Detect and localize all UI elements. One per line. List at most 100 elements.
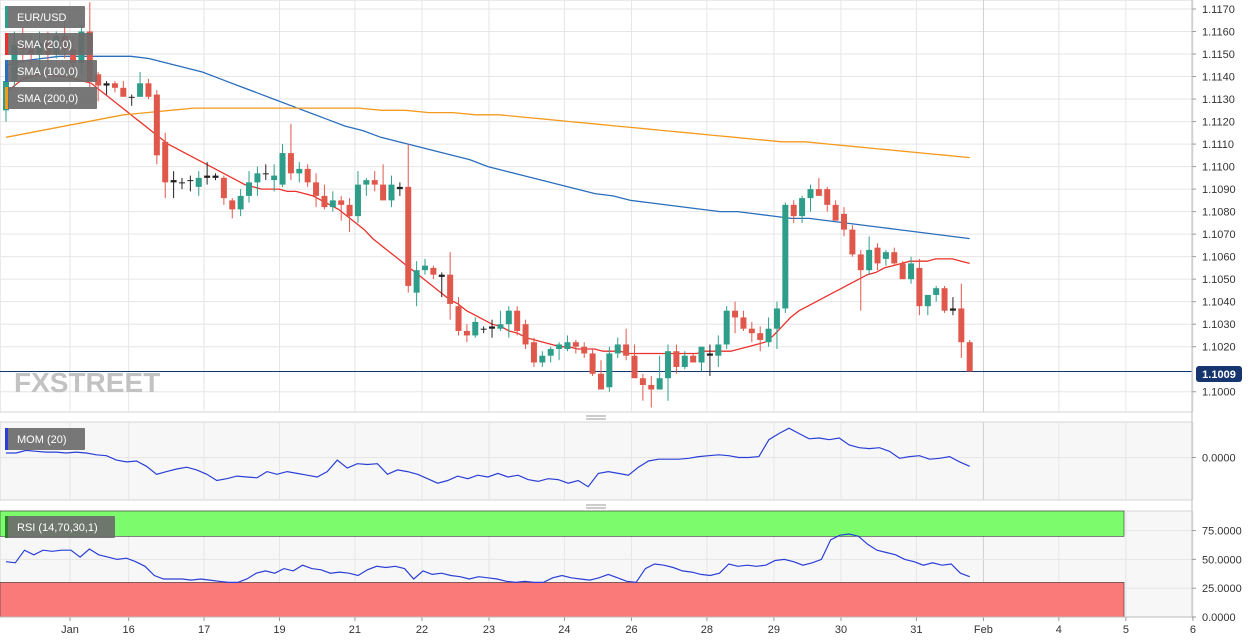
candle-body <box>380 184 387 201</box>
legend-rsi[interactable]: RSI (14,70,30,1) <box>5 516 115 538</box>
sma-line-200 <box>5 107 970 159</box>
rsi-y-tick-label: 50.0000 <box>1202 554 1242 566</box>
candle-body <box>757 333 764 340</box>
candle <box>313 173 320 208</box>
candle-body <box>321 195 328 208</box>
candle-body <box>363 180 370 185</box>
candle <box>103 81 110 95</box>
legend-mom[interactable]: MOM (20) <box>5 428 85 450</box>
pane-dividers[interactable] <box>586 415 606 509</box>
candle <box>882 249 889 266</box>
candle <box>371 171 378 192</box>
candle <box>614 337 621 358</box>
candle-body <box>908 263 915 280</box>
candle <box>220 175 227 205</box>
x-tick-label: 6 <box>1190 624 1196 636</box>
candle-body <box>463 330 470 336</box>
candle-body <box>572 342 579 347</box>
candle-body <box>681 355 688 367</box>
candle-body <box>841 213 847 230</box>
candle <box>111 81 118 93</box>
candle <box>949 297 956 316</box>
x-tick-label: 16 <box>123 624 135 636</box>
candle-body <box>782 204 789 309</box>
candle <box>556 342 563 361</box>
mom-line <box>6 427 970 488</box>
candle <box>413 261 420 307</box>
candle-body <box>254 173 261 183</box>
candle-body <box>279 153 286 185</box>
legend-sma20[interactable]: SMA (20,0) <box>5 33 93 55</box>
candle-body <box>556 344 563 349</box>
candle-body <box>547 348 554 356</box>
candle-body <box>933 288 940 295</box>
candle-body <box>723 310 730 345</box>
legend-sma200[interactable]: SMA (200,0) <box>5 87 97 109</box>
candle-body <box>246 182 253 196</box>
legend-sma100-color-swatch <box>5 60 8 82</box>
candle-body <box>639 378 646 385</box>
candle-body <box>832 204 839 221</box>
x-tick-label: 5 <box>1123 624 1129 636</box>
rsi-y-tick-label: 0.0000 <box>1202 612 1236 624</box>
grid-lines <box>0 0 1194 618</box>
candle-body <box>941 288 948 311</box>
main-y-tick-label: 1.1040 <box>1202 297 1236 309</box>
candle <box>354 171 361 223</box>
candle-body <box>354 184 361 217</box>
pane-resize-handle-2[interactable] <box>586 504 606 509</box>
candle-body <box>346 204 353 217</box>
candle-body <box>447 274 454 304</box>
indicator-lines <box>5 427 970 584</box>
legend-mom-bg <box>5 428 85 450</box>
candle-body <box>430 267 437 275</box>
candle-body <box>773 308 780 329</box>
candle-body <box>899 263 906 280</box>
candle-body <box>748 328 755 334</box>
candle-body <box>86 31 93 82</box>
candle-body <box>103 83 110 86</box>
candle <box>924 294 931 316</box>
legend-eurusd[interactable]: EUR/USD <box>5 6 85 28</box>
candle <box>706 344 713 376</box>
candle-body <box>204 175 211 178</box>
candle <box>438 272 445 298</box>
candle <box>422 258 428 275</box>
main-y-tick-label: 1.1150 <box>1202 49 1235 61</box>
candle-body <box>489 326 496 329</box>
rsi-overbought-zone <box>0 510 1125 537</box>
candle-body <box>329 200 336 208</box>
candle <box>514 306 521 336</box>
candle <box>606 346 613 392</box>
main-y-tick-label: 1.1120 <box>1202 117 1235 129</box>
x-tick-label: 31 <box>910 624 922 636</box>
legend-sma20-bg <box>5 33 93 55</box>
candle <box>841 207 847 237</box>
candle-body <box>128 96 135 98</box>
candle <box>597 360 604 390</box>
candle-body <box>740 317 747 329</box>
candle-body <box>522 324 529 345</box>
candle-body <box>715 344 722 356</box>
candle <box>396 182 403 196</box>
axes: 1.1170 1.1160 1.1150 1.1140 1.1130 1.1120 1.11… <box>0 0 1242 636</box>
current-price-badge <box>1196 366 1242 382</box>
x-tick-label: 24 <box>558 624 570 636</box>
pane-resize-handle-1[interactable] <box>586 415 606 420</box>
candle <box>455 297 462 336</box>
candle-body <box>455 306 462 331</box>
legend-sma100-bg <box>5 60 97 82</box>
candle <box>204 162 211 185</box>
legend-sma100[interactable]: SMA (100,0) <box>5 60 97 82</box>
candle-body <box>790 204 797 217</box>
candle-body <box>824 189 831 205</box>
candle-body <box>220 177 227 199</box>
candle <box>933 285 940 302</box>
candle <box>824 186 831 212</box>
candle-body <box>656 378 663 390</box>
candle <box>765 317 772 347</box>
candle <box>874 243 881 271</box>
candle-body <box>70 49 77 64</box>
candle <box>237 189 244 217</box>
rsi-y-tick-label: 75.0000 <box>1202 526 1242 538</box>
